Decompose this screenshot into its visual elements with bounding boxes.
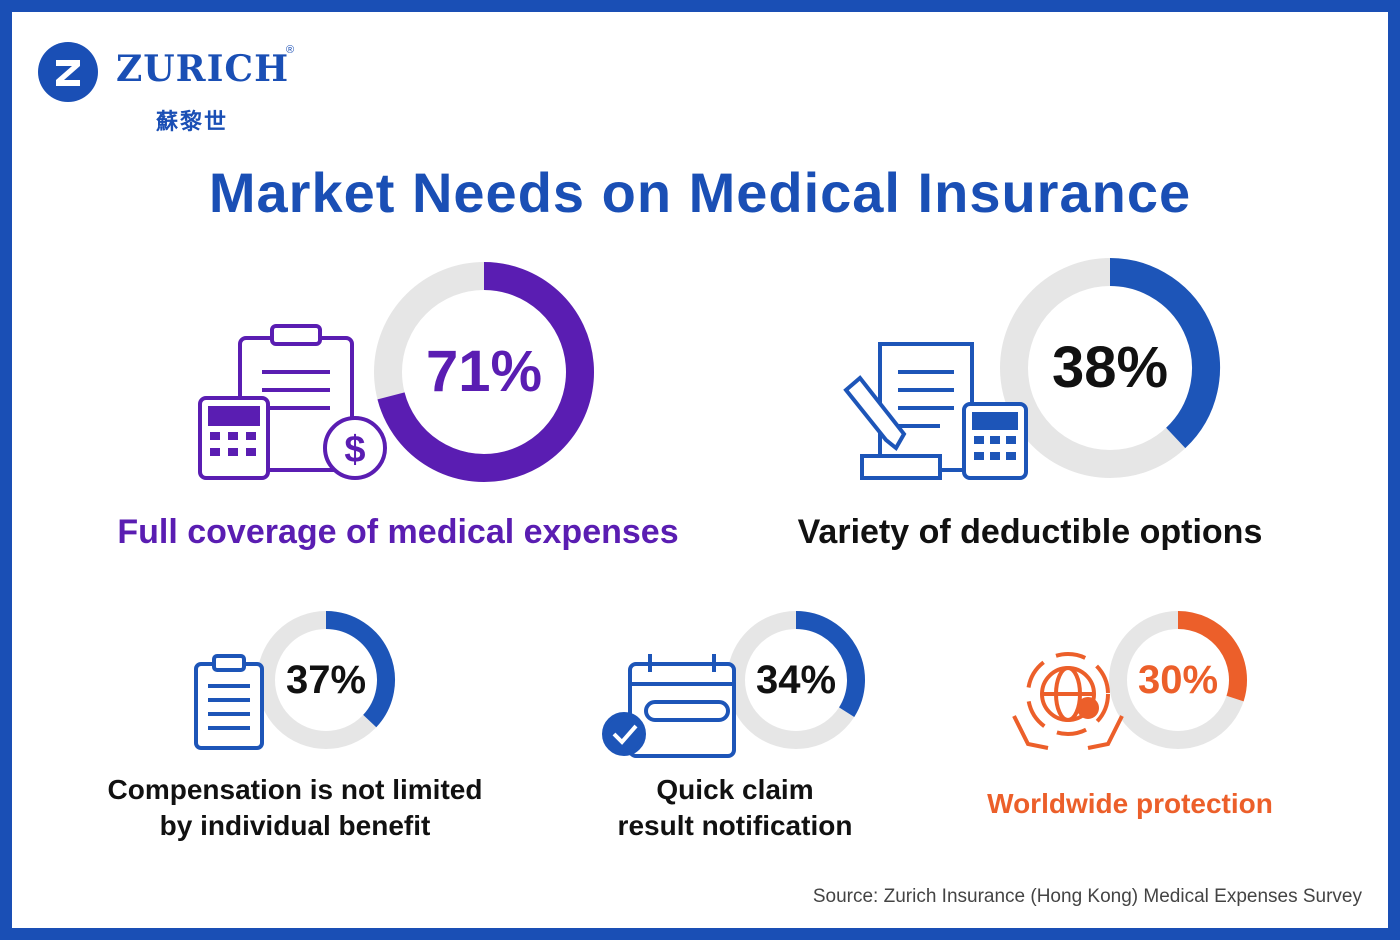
brand-reg-mark: ® [286,44,295,56]
globe-hands-icon [1012,652,1124,750]
donut-value-label: 34% [755,658,837,702]
zurich-z-icon [38,42,98,102]
donut-value-label: 71% [425,339,543,405]
clipboard-icon [194,654,264,750]
svg-text:$: $ [344,429,365,471]
donut-arc [1109,258,1220,449]
donut-arc [325,611,395,728]
calendar-check-icon [602,654,736,758]
donut-arc [377,262,594,482]
donut-arc [795,611,865,717]
brand-name: ZURICH [116,48,290,90]
category-label: Compensation is not limited by individual… [107,774,483,842]
zurich-logo: ZURICH ® 蘇黎世 [38,42,308,134]
donut-value-label: 30% [1137,658,1219,702]
category-label: Worldwide protection [987,788,1273,819]
donut-value-label: 38% [1051,335,1169,401]
category-label: Full coverage of medical expenses [117,513,679,551]
donut-arc [1177,611,1247,702]
donut-value-label: 37% [285,658,367,702]
clipboard-calculator-dollar-icon: $ [198,324,387,480]
category-label: Quick claim result notification [617,774,853,842]
source-note: Source: Zurich Insurance (Hong Kong) Med… [812,886,1362,907]
brand-chinese-name: 蘇黎世 [156,109,229,134]
document-pen-calculator-icon [843,342,1028,480]
category-label: Variety of deductible options [797,513,1263,551]
page-title: Market Needs on Medical Insurance [208,161,1192,224]
